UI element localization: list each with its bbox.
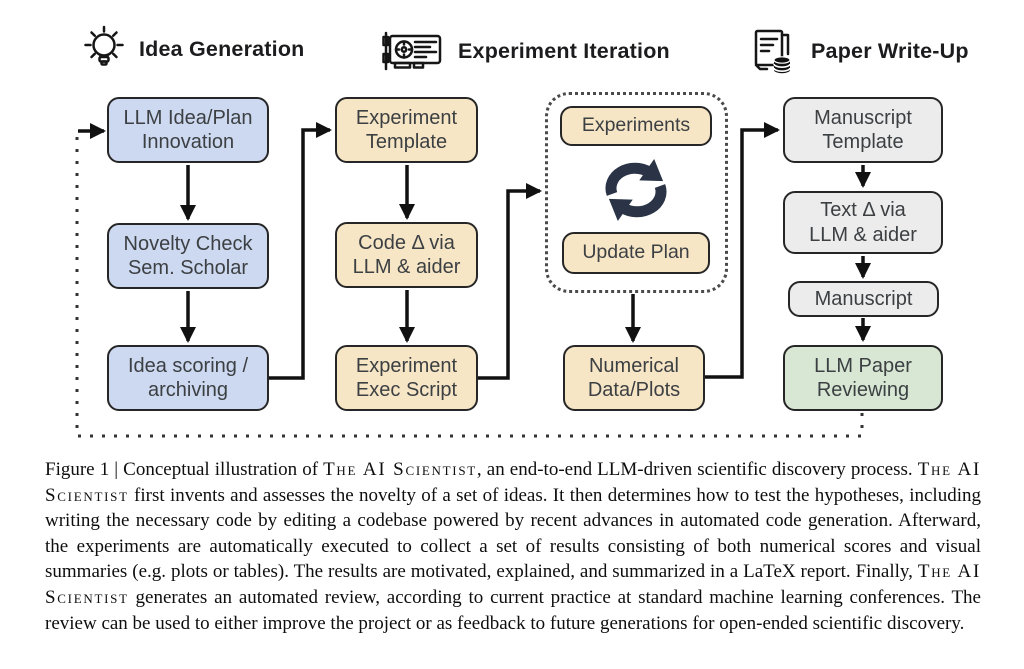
section-title-idea-generation: Idea Generation <box>139 36 305 61</box>
flow-box-text-delta: Text Δ via LLM & aider <box>783 191 943 254</box>
section-title-paper-write-up: Paper Write-Up <box>811 38 969 63</box>
flow-box-experiments: Experiments <box>560 106 712 146</box>
paper-stack-icon <box>754 29 791 74</box>
section-header-paper-write-up: Paper Write-Up <box>748 26 969 76</box>
flow-box-manuscript: Manuscript <box>788 281 939 317</box>
flow-box-code-delta: Code Δ via LLM & aider <box>335 222 478 288</box>
flow-box-update-plan: Update Plan <box>562 232 710 274</box>
figure-caption: Figure 1 | Conceptual illustration of Th… <box>0 457 1024 636</box>
flow-box-idea-scoring-archiving: Idea scoring / archiving <box>107 345 269 411</box>
caption-text: , an end-to-end LLM-driven scientific di… <box>476 459 918 480</box>
caption-text: generates an automated review, according… <box>45 586 981 634</box>
flow-box-novelty-check: Novelty Check Sem. Scholar <box>107 223 269 289</box>
lightbulb-icon <box>84 25 124 66</box>
ai-scientist-flowchart: Idea Generation <box>75 24 969 438</box>
caption-text: Figure 1 | Conceptual illustration of <box>45 459 324 480</box>
section-title-experiment-iteration: Experiment Iteration <box>458 38 670 63</box>
system-name-smallcaps: The AI Scientist <box>45 459 981 506</box>
flow-connectors <box>75 122 871 438</box>
system-name-smallcaps: The AI Scientist <box>45 561 982 608</box>
flow-box-llm-idea-plan-innovation: LLM Idea/Plan Innovation <box>107 97 269 163</box>
flow-box-experiment-exec-script: Experiment Exec Script <box>335 345 478 411</box>
experiment-loop-container <box>545 92 728 293</box>
gpu-icon <box>382 31 442 71</box>
section-header-idea-generation: Idea Generation <box>82 24 305 74</box>
cycle-loop-icon <box>605 159 667 221</box>
database-cylinder-glyph <box>773 56 791 74</box>
flow-box-experiment-template: Experiment Template <box>335 97 478 163</box>
caption-text: first invents and assesses the novelty o… <box>45 484 981 583</box>
system-name-smallcaps: The AI Scientist <box>323 459 477 480</box>
section-header-experiment-iteration: Experiment Iteration <box>381 26 670 76</box>
flow-box-llm-paper-reviewing: LLM Paper Reviewing <box>783 345 943 411</box>
flow-box-manuscript-template: Manuscript Template <box>783 97 943 163</box>
flow-box-numerical-data-plots: Numerical Data/Plots <box>563 345 705 411</box>
